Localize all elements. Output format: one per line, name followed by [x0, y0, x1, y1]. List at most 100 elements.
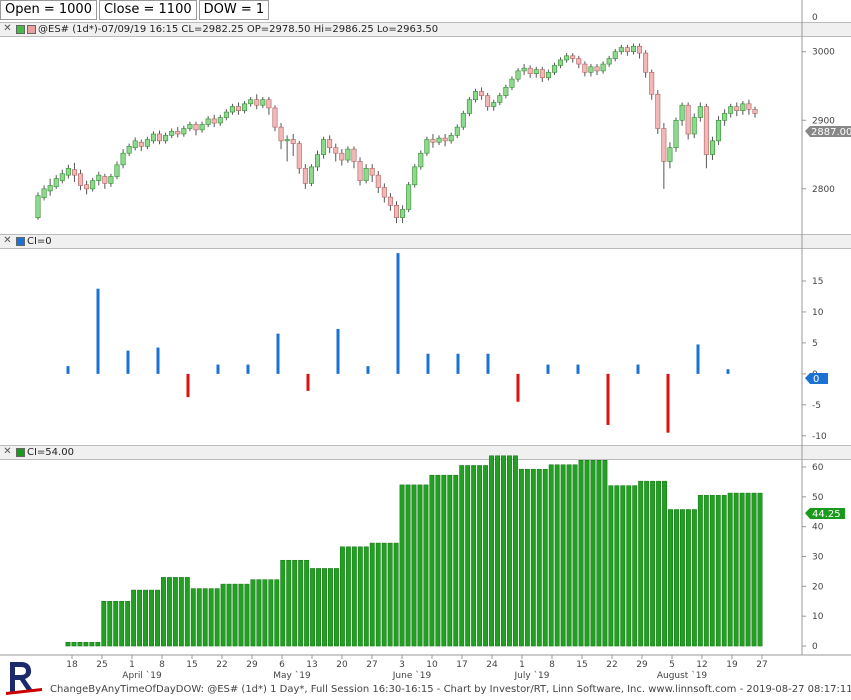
candle-body — [661, 128, 667, 162]
ci2-bar — [405, 484, 411, 647]
ci2-bar — [95, 642, 101, 647]
ci1-bar — [216, 364, 220, 374]
linnsoft-logo-icon — [4, 658, 44, 696]
candle-body — [278, 126, 284, 142]
ci2-bar — [489, 455, 495, 647]
x-tick-label: 29 — [246, 660, 258, 670]
ci1-bar — [366, 366, 370, 374]
ci2-bar — [77, 642, 83, 647]
candle-body — [59, 173, 65, 181]
close-icon[interactable]: ✕ — [3, 446, 12, 457]
candle-body — [47, 185, 53, 192]
ci2-bar — [733, 492, 739, 647]
price-ytick-label: 2900 — [812, 116, 835, 126]
price-pane-header: ✕ @ES# (1d*)-07/09/19 16:15 CL=2982.25 O… — [0, 22, 851, 37]
candle-body — [393, 205, 399, 218]
candle-body — [205, 118, 211, 125]
candle-body — [284, 139, 290, 142]
ci1-bar — [156, 347, 160, 374]
ci2-bar — [524, 468, 530, 647]
ci2-bar — [101, 601, 107, 647]
candle-body — [315, 154, 321, 168]
candle-body — [387, 196, 393, 206]
ci2-bar — [739, 492, 745, 647]
ci2-bar — [250, 579, 256, 647]
candle-body — [630, 45, 636, 53]
ci2-pane-title: CI=54.00 — [27, 447, 74, 458]
ci2-bar — [292, 559, 298, 647]
ci2-bar — [339, 546, 345, 647]
x-tick-label: 1 — [129, 660, 135, 670]
candle-body — [78, 173, 84, 186]
ci2-bar — [322, 568, 327, 647]
candle-body — [667, 147, 673, 162]
ci2-bar — [345, 546, 351, 647]
x-month-label: May `19 — [273, 670, 311, 681]
ci2-bar — [441, 474, 447, 647]
close-setting[interactable]: Close = 1100 — [98, 0, 197, 20]
ci2-bar — [304, 559, 310, 647]
candle-body — [35, 195, 41, 218]
ci1-ytick-label: 10 — [812, 308, 824, 318]
x-tick-label: 3 — [399, 660, 405, 670]
ci2-bar — [375, 542, 381, 647]
ci2-ytick-label: 40 — [812, 523, 824, 533]
candle-body — [351, 148, 357, 162]
candle-body — [381, 187, 387, 198]
x-month-label: April `19 — [122, 670, 162, 681]
ci2-bar — [226, 583, 232, 647]
ci2-bar — [119, 601, 125, 647]
candle-body — [618, 47, 624, 53]
close-icon[interactable]: ✕ — [3, 235, 12, 246]
candle-body — [242, 103, 248, 111]
candle-body — [740, 103, 746, 111]
ci2-bar — [745, 492, 751, 647]
candle-body — [41, 188, 47, 199]
ci1-bar — [66, 366, 70, 374]
ci2-bar — [310, 568, 316, 647]
candle-body — [539, 69, 545, 79]
ci2-bar — [208, 588, 214, 647]
ci1-bar — [126, 350, 130, 374]
candle-body — [345, 148, 351, 161]
candle-body — [65, 167, 71, 176]
ci1-bar — [246, 364, 250, 374]
ci2-bar — [83, 642, 89, 647]
candle-body — [217, 117, 223, 124]
candle-body — [290, 139, 296, 144]
candle-body — [71, 169, 77, 176]
dow-setting[interactable]: DOW = 1 — [198, 0, 270, 20]
ci2-bar — [685, 509, 691, 647]
x-tick-label: 22 — [606, 660, 617, 670]
ci2-bar — [280, 559, 286, 647]
ci2-bar — [518, 468, 524, 647]
ci2-ytick-label: 0 — [812, 642, 818, 652]
candle-body — [375, 174, 381, 188]
candle-body — [132, 140, 138, 149]
ci1-bar — [696, 344, 700, 374]
ci2-last-tag: 44.25 — [805, 508, 845, 520]
candle-body — [570, 55, 576, 59]
x-tick-label: 5 — [669, 660, 675, 670]
candle-body — [296, 143, 302, 169]
x-tick-label: 17 — [456, 660, 467, 670]
candle-body — [84, 184, 90, 190]
candle-body — [503, 87, 509, 96]
close-icon[interactable]: ✕ — [3, 23, 12, 34]
ci2-bar — [751, 492, 757, 647]
ci2-bar — [71, 642, 77, 647]
ci2-bar — [214, 588, 220, 647]
ci1-last-tag: 0 — [805, 373, 828, 385]
price-ytick-label: 2800 — [812, 185, 835, 195]
price-ytick-label: 3000 — [812, 48, 835, 58]
x-tick-label: 15 — [576, 660, 587, 670]
candle-body — [649, 71, 655, 95]
candle-body — [308, 166, 314, 184]
ci2-bar — [477, 465, 483, 647]
ci2-bar — [190, 588, 196, 647]
open-setting[interactable]: Open = 1000 — [0, 0, 97, 20]
x-tick-label: 27 — [366, 660, 377, 670]
ci2-bar — [584, 460, 590, 647]
ci1-bar — [306, 373, 310, 391]
